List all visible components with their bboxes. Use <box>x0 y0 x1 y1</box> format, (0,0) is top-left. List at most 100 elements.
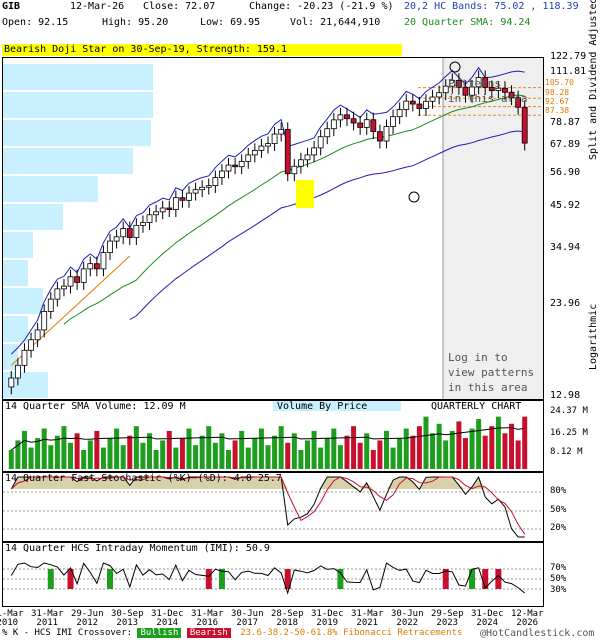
x-axis-label: 29-Sep 2023 <box>431 609 464 628</box>
candle-body <box>100 252 107 270</box>
volume-bar <box>100 447 106 469</box>
candle-body <box>80 268 87 283</box>
stochastic-chart <box>3 475 543 538</box>
candle-body <box>344 114 350 120</box>
volume-bar <box>199 435 205 469</box>
copyright[interactable]: @HotCandlestick.com <box>480 628 595 639</box>
x-axis-label: 12-Mar 2026 <box>511 609 544 628</box>
vbp-bar <box>3 316 28 342</box>
volume-bar <box>522 416 528 469</box>
candle-body <box>245 154 252 162</box>
fib-tick: 87.38 <box>545 106 570 115</box>
x-axis-label: 30-Sep 2013 <box>111 609 144 628</box>
locked-area-note-top: Patterns in this area <box>448 77 528 105</box>
volume-bar <box>423 416 429 469</box>
imi-tick: 50% <box>550 574 567 584</box>
volume-bar <box>186 428 192 469</box>
stoch-tick: 20% <box>550 523 567 533</box>
volume-bar <box>318 447 324 469</box>
candle-body <box>383 126 390 142</box>
volume-bar <box>153 449 159 469</box>
bearish-signal <box>482 569 489 589</box>
volume-bar <box>278 426 284 469</box>
candle-body <box>140 222 146 226</box>
volume-bar <box>344 435 350 469</box>
imi-title: 14 Quarter HCS Intraday Momentum (IMI): … <box>5 543 270 554</box>
candle-body <box>449 79 456 87</box>
vbp-bar <box>3 64 153 90</box>
bearish-signal <box>495 569 502 589</box>
locked-area-note-bottom[interactable]: Log in to view patterns in this area <box>448 351 535 394</box>
fib-tick: 105.70 <box>545 78 574 87</box>
stoch-tick: 50% <box>550 505 567 515</box>
volume-bar <box>390 447 396 469</box>
vbp-bar <box>3 176 98 202</box>
x-axis-label: 31-Dec 2014 <box>151 609 184 628</box>
volume-bar <box>219 433 225 469</box>
candle-body <box>54 288 61 300</box>
imi-panel: 14 Quarter HCS Intraday Momentum (IMI): … <box>2 542 544 607</box>
vbp-bar <box>3 288 43 314</box>
x-axis-label: 31-Dec 2019 <box>311 609 344 628</box>
candle-body <box>14 364 21 379</box>
volume-bar <box>443 440 449 469</box>
volume-bar <box>232 440 238 469</box>
volume-bar <box>173 447 179 469</box>
candle-body <box>357 122 364 128</box>
bearish-signal <box>205 569 212 589</box>
volume-value: Vol: 21,644,910 <box>290 17 381 28</box>
locked-pattern-area <box>443 58 543 399</box>
volume-chart <box>8 401 528 469</box>
volume-bar <box>206 426 212 469</box>
price-panel: Patterns in this area Log in to view patte… <box>2 57 544 400</box>
doji-star-highlight <box>296 180 314 208</box>
stochastic-d-line <box>10 476 526 535</box>
volume-bar <box>245 447 251 469</box>
imi-tick: 30% <box>550 585 567 595</box>
candle-body <box>238 160 245 168</box>
volume-bar <box>41 428 47 469</box>
candle-body <box>337 114 344 121</box>
candle-body <box>93 263 100 270</box>
candle-body <box>113 236 120 242</box>
volume-bar <box>324 438 330 469</box>
volume-tick: 24.37 M <box>550 406 588 416</box>
volume-bar <box>430 433 436 469</box>
candle-body <box>324 128 331 138</box>
candle-body <box>87 263 94 270</box>
volume-bar <box>469 428 475 469</box>
bullish-signal <box>337 569 344 589</box>
candle-body <box>330 119 337 130</box>
bearish-signal <box>442 569 449 589</box>
volume-bar <box>258 428 264 469</box>
candle-body <box>232 164 238 168</box>
imi-chart <box>3 562 543 595</box>
fib-legend: 23.6-38.2-50-61.8% Fibonacci Retracement… <box>240 628 463 638</box>
price-chart <box>3 58 543 399</box>
candle-body <box>278 129 285 135</box>
stochastic-title: 14 Quarter Fast Stochastic (%K) (%D): 4.… <box>5 473 282 484</box>
bullish-signal <box>469 569 476 589</box>
candle-body <box>291 165 298 175</box>
candle-body <box>186 192 192 201</box>
candle-body <box>61 285 67 290</box>
price-tick: 78.87 <box>550 117 581 128</box>
fib-tick: 98.28 <box>545 88 570 97</box>
volume-bar <box>298 449 304 469</box>
candle-body <box>429 96 436 102</box>
candle-body <box>159 207 166 213</box>
candle-body <box>416 103 423 109</box>
candle-body <box>462 86 469 96</box>
volume-bar <box>509 423 515 469</box>
candle-body <box>482 77 489 88</box>
volume-bar <box>127 435 133 469</box>
price-tick: 23.96 <box>550 298 581 309</box>
volume-bar <box>337 445 343 469</box>
fib-tick: 92.67 <box>545 97 570 106</box>
candle-body <box>28 339 34 351</box>
volume-bar <box>495 416 501 469</box>
volume-bar <box>383 430 389 469</box>
candle-body <box>8 377 15 388</box>
volume-bar <box>252 438 258 469</box>
quote-date: 12-Mar-26 <box>70 1 125 12</box>
